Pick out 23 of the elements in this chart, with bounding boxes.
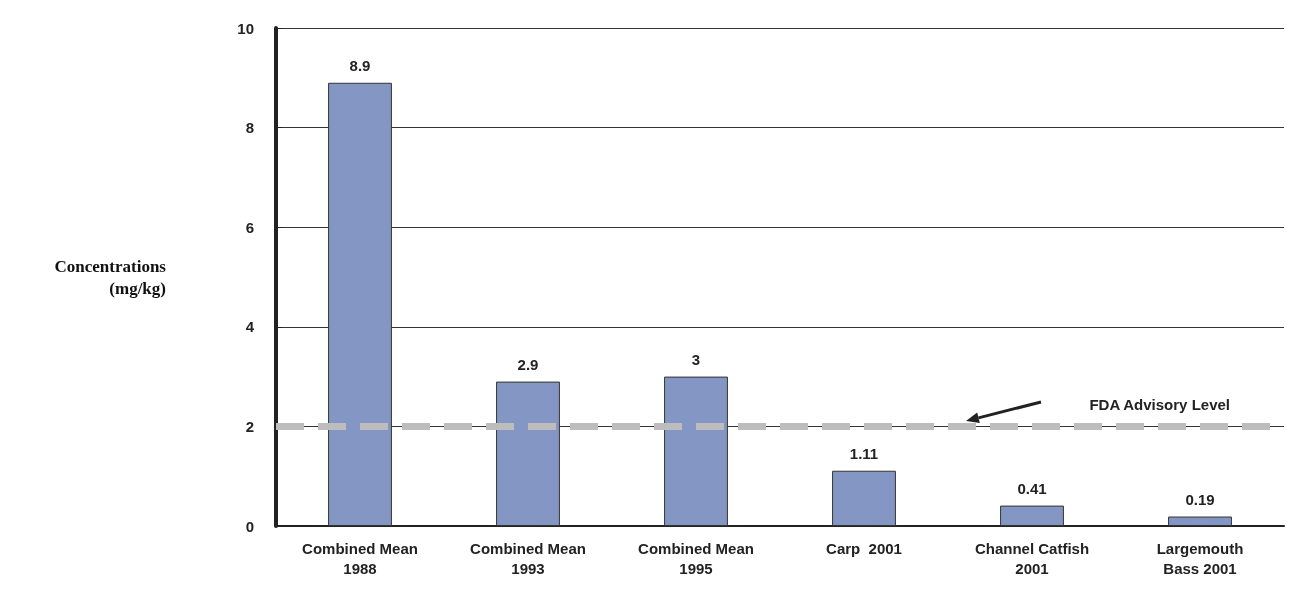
data-label: 2.9 <box>517 355 539 373</box>
data-label: 8.9 <box>349 56 371 74</box>
y-tick-label: 2 <box>245 417 254 435</box>
y-tick-label: 10 <box>237 19 254 37</box>
data-label: 3 <box>691 350 701 368</box>
x-tick-label: Combined Mean 1988 <box>302 539 418 577</box>
y-tick-label: 6 <box>245 218 254 236</box>
bar <box>832 470 896 526</box>
data-label: 0.19 <box>1185 490 1215 508</box>
data-label: 1.11 <box>849 444 879 462</box>
y-axis-title: Concentrations (mg/kg) <box>54 256 167 298</box>
x-tick-label: Combined Mean 1993 <box>470 539 586 577</box>
x-tick-label: Combined Mean 1995 <box>638 539 754 577</box>
bar <box>1168 516 1232 526</box>
bar <box>1000 505 1064 526</box>
data-label: 0.41 <box>1017 479 1047 497</box>
x-tick-label: Channel Catfish 2001 <box>974 539 1090 577</box>
y-tick-label: 4 <box>245 318 255 336</box>
x-tick-label: Largemouth Bass 2001 <box>1156 539 1244 577</box>
x-tick-label: Carp 2001 <box>826 539 902 557</box>
y-tick-label: 8 <box>245 119 254 137</box>
y-tick-label: 0 <box>245 517 254 535</box>
ref-line-label: FDA Advisory Level <box>1089 396 1230 414</box>
